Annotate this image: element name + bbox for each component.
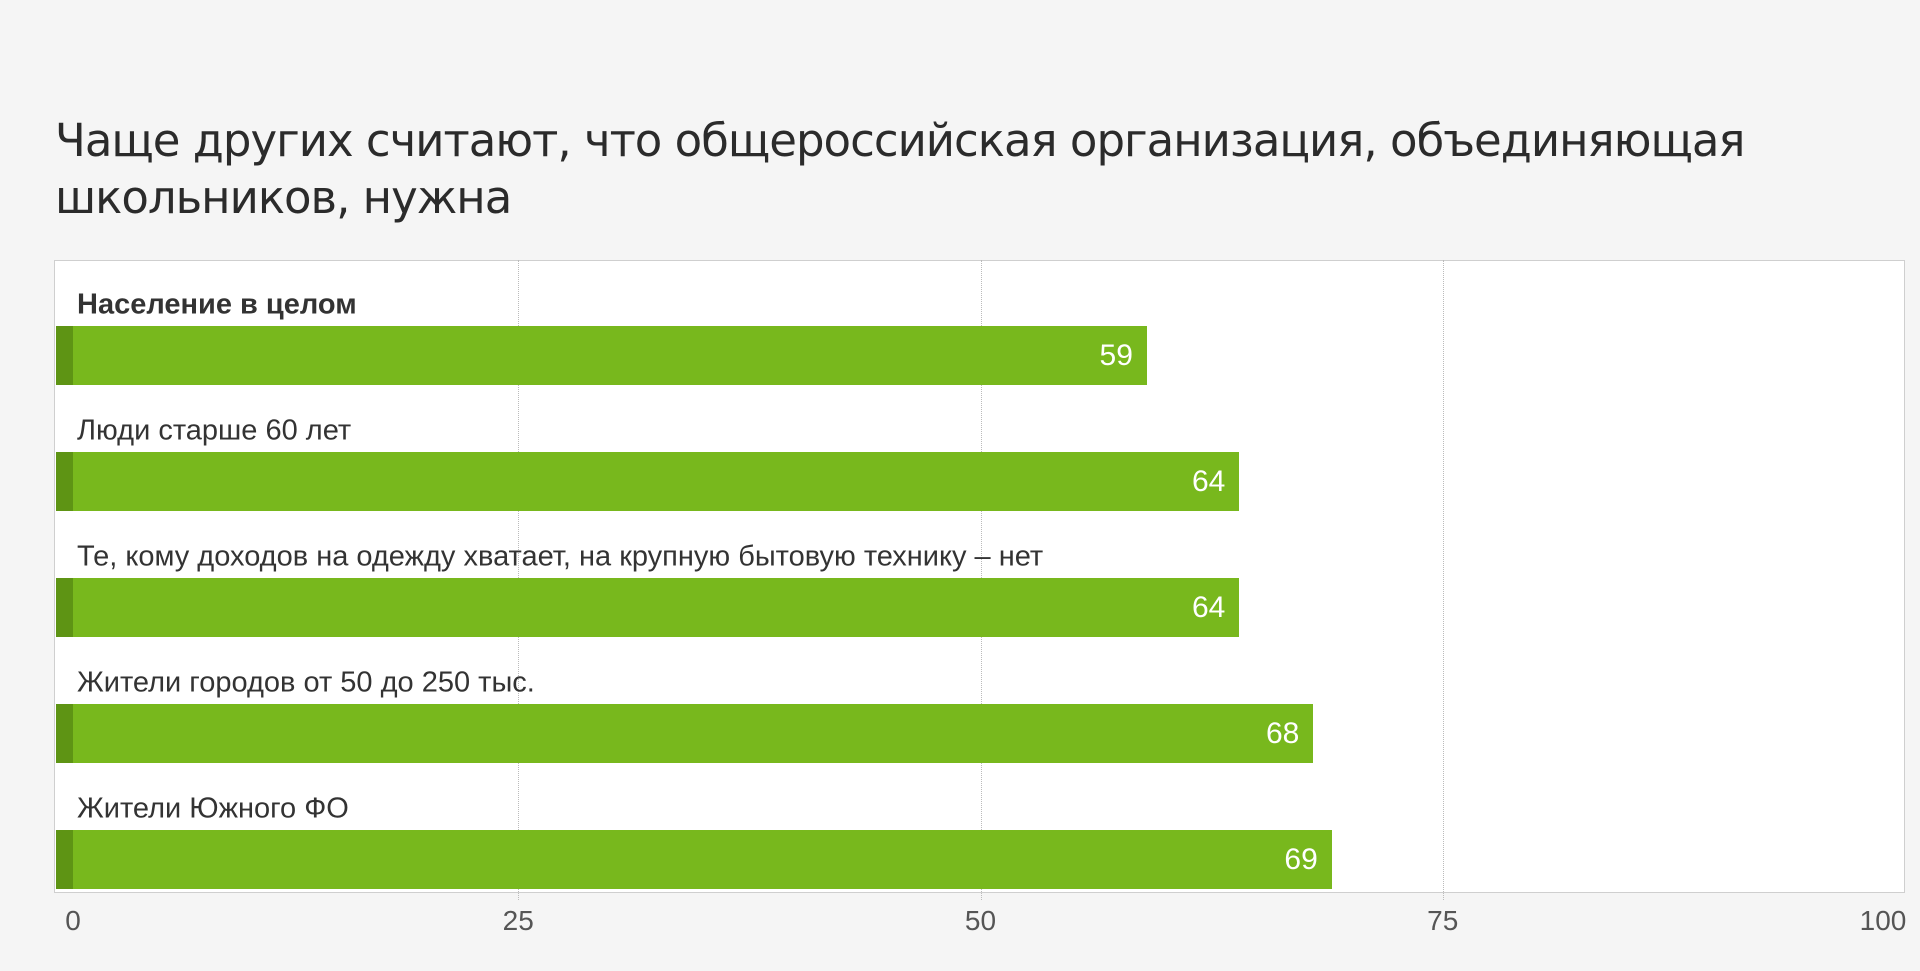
- x-tick-label: 75: [1427, 905, 1459, 936]
- bar-accent: [56, 452, 73, 511]
- bar: 68: [56, 704, 1314, 763]
- category-label: Население в целом: [77, 288, 357, 321]
- bar: 64: [56, 578, 1240, 637]
- category-label: Люди старше 60 лет: [77, 414, 352, 447]
- x-tick-label: 100: [1859, 905, 1907, 936]
- x-tick-label: 25: [502, 905, 534, 936]
- category-label: Те, кому доходов на одежду хватает, на к…: [77, 540, 1044, 573]
- bar: 59: [56, 326, 1147, 385]
- x-tick-label: 0: [65, 905, 81, 936]
- bar-accent: [56, 578, 73, 637]
- bar-accent: [56, 326, 73, 385]
- bar-accent: [56, 830, 73, 889]
- x-tick-label: 50: [964, 905, 997, 936]
- gridline: [1442, 260, 1444, 900]
- bar: 64: [56, 452, 1240, 511]
- bar-value-label: 69: [1284, 842, 1318, 876]
- bar-value-label: 64: [1191, 590, 1226, 624]
- bar-value-label: 68: [1265, 716, 1300, 750]
- category-label: Жители городов от 50 до 250 тыс.: [77, 666, 535, 699]
- chart-title: Чаще других считают, что общероссийская …: [55, 114, 1746, 224]
- bar-value-label: 59: [1099, 338, 1133, 372]
- bar: 69: [56, 830, 1332, 889]
- bar-value-label: 64: [1191, 464, 1226, 498]
- category-label: Жители Южного ФО: [77, 792, 349, 825]
- bar-accent: [56, 704, 73, 763]
